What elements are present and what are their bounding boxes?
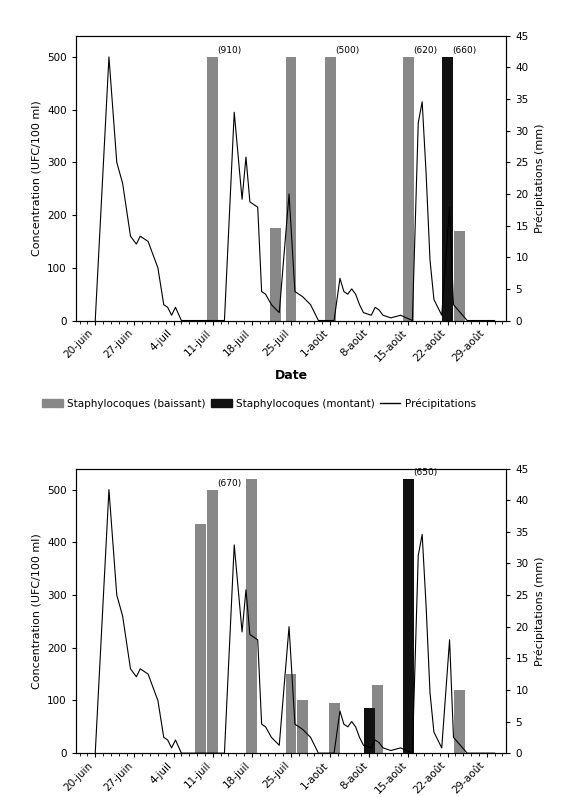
Bar xyxy=(207,489,218,753)
Text: (670): (670) xyxy=(218,479,242,488)
Bar xyxy=(403,479,414,753)
Bar xyxy=(207,57,218,320)
Y-axis label: Précipitations (mm): Précipitations (mm) xyxy=(534,124,545,233)
Bar xyxy=(286,674,296,753)
Bar xyxy=(364,709,375,753)
Bar xyxy=(325,57,336,320)
Text: (620): (620) xyxy=(413,46,437,55)
Legend: Staphylocoques (baissant), Staphylocoques (montant), Précipitations: Staphylocoques (baissant), Staphylocoque… xyxy=(38,394,480,413)
Bar xyxy=(246,479,257,753)
Text: (650): (650) xyxy=(413,469,438,477)
X-axis label: Date: Date xyxy=(275,369,307,382)
Bar xyxy=(403,57,414,320)
Bar xyxy=(196,524,207,753)
Y-axis label: Concentration (UFC/100 ml): Concentration (UFC/100 ml) xyxy=(31,533,41,689)
Bar xyxy=(454,231,465,320)
Text: (910): (910) xyxy=(218,46,242,55)
Bar xyxy=(454,690,465,753)
Bar xyxy=(442,57,453,320)
Bar xyxy=(270,228,281,320)
Bar xyxy=(286,57,296,320)
Y-axis label: Précipitations (mm): Précipitations (mm) xyxy=(534,556,545,665)
Y-axis label: Concentration (UFC/100 ml): Concentration (UFC/100 ml) xyxy=(31,100,41,256)
Text: (660): (660) xyxy=(452,46,477,55)
Bar xyxy=(297,701,308,753)
Text: (500): (500) xyxy=(335,46,359,55)
Bar xyxy=(372,685,382,753)
Bar xyxy=(329,703,339,753)
